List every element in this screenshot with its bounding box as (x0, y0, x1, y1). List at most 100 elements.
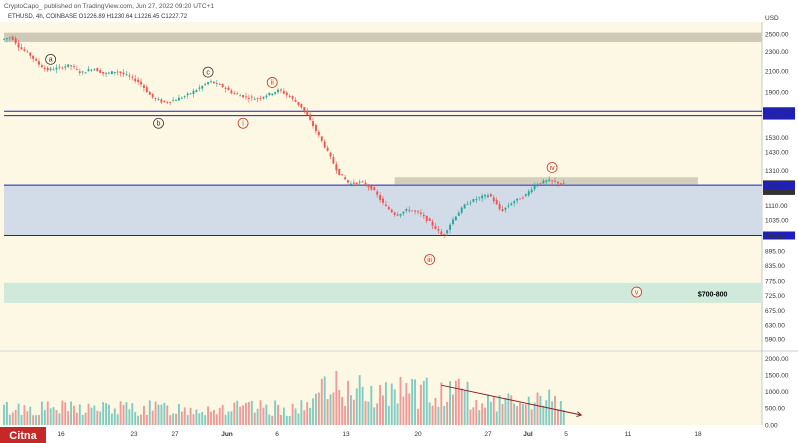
candle-body (338, 168, 341, 175)
candle-body (49, 68, 52, 70)
candle-body (280, 89, 282, 91)
volume-bar (481, 403, 484, 425)
candle-body (96, 68, 99, 72)
volume-bar (224, 414, 227, 425)
volume-bar (90, 407, 93, 425)
candle-body (189, 93, 192, 95)
volume-bar (495, 411, 498, 425)
volume-bar (23, 405, 26, 425)
wave-label-circle-i (237, 117, 249, 129)
volume-bar (35, 415, 38, 425)
candle-body (422, 214, 425, 217)
candle-body (265, 95, 268, 98)
candle-body (382, 198, 384, 203)
candle-body (113, 71, 116, 74)
volume-bar (542, 405, 545, 425)
volume-bar (554, 396, 556, 425)
candle-body (148, 91, 151, 95)
volume-bar (452, 394, 454, 425)
volume-bar (405, 383, 408, 425)
candle-body (556, 181, 559, 184)
volume-bar (32, 415, 35, 425)
candle-body (256, 98, 259, 100)
volume-bar (428, 402, 431, 425)
volume-bar (533, 402, 536, 425)
volume-bar (61, 400, 64, 425)
volume-bar (390, 383, 393, 425)
volume-bar (154, 401, 157, 425)
volume-bar (422, 380, 425, 425)
volume-bar (148, 400, 151, 425)
y-tick-badge-963.47 (763, 231, 795, 240)
candle-body (364, 182, 367, 186)
candle-body (446, 230, 449, 234)
volume-bar (186, 414, 189, 425)
candle-body (320, 136, 323, 141)
y-tick-835.00: 835.00 (765, 263, 785, 270)
volume-bar (352, 399, 355, 425)
volume-bar (271, 415, 274, 425)
volume-bar (349, 395, 352, 425)
candle-body (399, 213, 402, 216)
y-tick-895.00: 895.00 (765, 248, 785, 255)
y-tick-775.00: 775.00 (765, 279, 785, 286)
volume-bar (472, 407, 475, 425)
candle-body (335, 164, 338, 171)
volume-bar (347, 380, 349, 425)
volume-bar (43, 410, 46, 425)
candle-body (142, 85, 145, 89)
volume-bar (84, 412, 87, 425)
volume-bar (177, 403, 180, 425)
volume-bar (259, 400, 262, 425)
candle-body (294, 100, 297, 102)
candle-body (26, 51, 29, 53)
candle-body (131, 76, 134, 78)
candle-body (192, 90, 195, 94)
volume-bar (300, 400, 303, 425)
volume-bar (559, 401, 562, 425)
volume-bar (151, 410, 154, 425)
volume-bar (335, 370, 338, 425)
candle-body (35, 59, 38, 61)
volume-bar (3, 404, 5, 425)
volume-bar (312, 398, 314, 425)
candle-body (530, 189, 533, 193)
wave-label-circle-v (631, 286, 643, 298)
volume-bar (513, 403, 516, 425)
candle-body (484, 194, 486, 197)
candle-body (169, 102, 172, 103)
volume-bar (17, 403, 20, 425)
candle-body (105, 73, 107, 74)
volume-bar (309, 407, 312, 425)
volume-bar (329, 394, 332, 425)
volume-tick-1000.00: 1000.00 (765, 389, 789, 396)
volume-bar (175, 413, 177, 425)
candle-body (440, 231, 443, 235)
candle-body (393, 212, 396, 215)
volume-bar (460, 388, 463, 425)
candle-body (212, 81, 215, 84)
candle-body (358, 181, 361, 183)
candle-body (288, 95, 291, 97)
volume-bar (40, 401, 43, 425)
candle-body (536, 184, 539, 187)
candle-body (329, 152, 332, 157)
volume-bar (274, 400, 277, 425)
volume-bar (411, 378, 414, 425)
candle-body (277, 89, 279, 93)
candle-body (431, 221, 434, 226)
volume-bar (382, 395, 384, 425)
y-tick-1223.21: 1223.21 (766, 182, 790, 189)
volume-bar (562, 410, 565, 425)
volume-bar (440, 382, 443, 425)
volume-bar (99, 411, 102, 425)
volume-bar (323, 376, 326, 425)
candle-body (84, 72, 87, 74)
volume-bar (102, 402, 105, 425)
wave-label-circle-a (45, 53, 57, 65)
symbol-line: ETHUSD, 4h, COINBASE O1226.89 H1230.64 L… (8, 14, 188, 20)
candle-body (227, 87, 230, 91)
candle-body (291, 96, 294, 99)
y-tick-1035.00: 1035.00 (765, 218, 789, 225)
volume-bar (201, 411, 204, 425)
